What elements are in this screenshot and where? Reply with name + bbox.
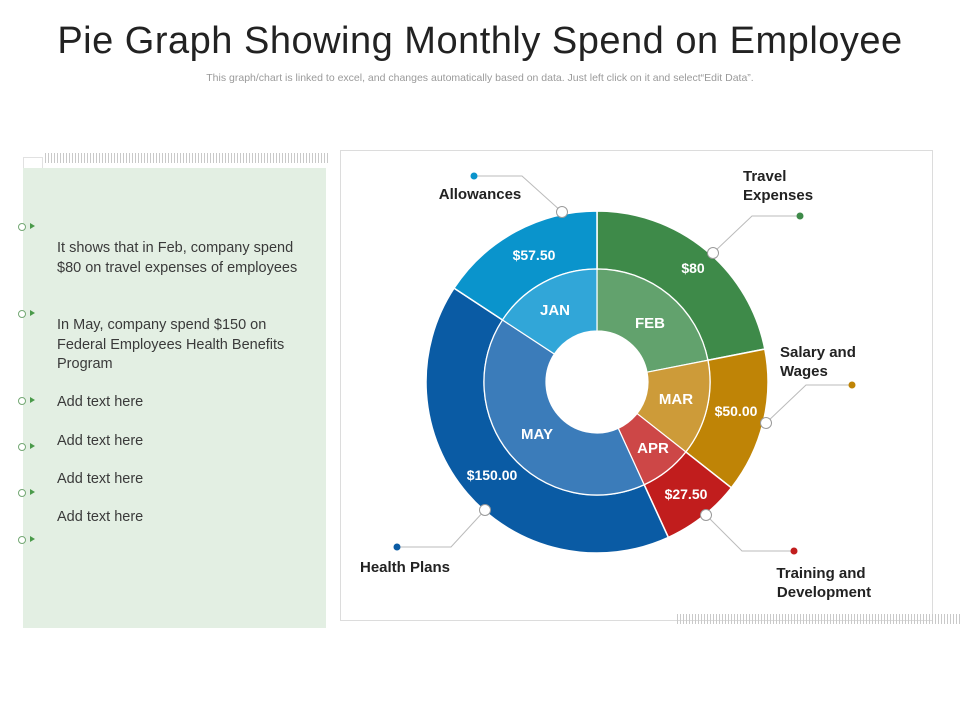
bullet-dot-icon xyxy=(18,443,26,451)
inner-label-feb: FEB xyxy=(635,315,665,332)
bullet-arrow-icon xyxy=(30,489,35,495)
outer-label-training: $27.50 xyxy=(665,486,708,502)
bullet-dot-icon xyxy=(18,536,26,544)
bullet-text-3: Add text here xyxy=(57,394,144,410)
bullet-arrow-icon xyxy=(30,443,35,449)
inner-slice-feb xyxy=(596,268,709,373)
bullet-dot-icon xyxy=(18,310,26,318)
left-panel-corner xyxy=(23,157,43,168)
inner-slice-may xyxy=(483,319,645,496)
outer-label-health: $150.00 xyxy=(467,467,518,483)
callout-label-travel-line2: Expenses xyxy=(743,187,813,204)
bullet-marker-6 xyxy=(18,535,38,547)
outer-label-travel: $80 xyxy=(681,260,705,276)
page-subtitle: This graph/chart is linked to excel, and… xyxy=(206,72,754,84)
callout-line-salary xyxy=(765,384,852,424)
callout-marker-travel xyxy=(796,212,804,220)
bullet-marker-5 xyxy=(18,488,38,500)
callout-anchor-travel xyxy=(707,247,719,259)
callout-line-travel xyxy=(712,215,800,254)
bullet-marker-3 xyxy=(18,396,38,408)
bullet-dot-icon xyxy=(18,223,26,231)
inner-label-may: MAY xyxy=(521,426,553,443)
callout-label-allowances: Allowances xyxy=(439,186,522,203)
callout-line-health xyxy=(397,509,486,548)
inner-label-jan: JAN xyxy=(540,302,570,319)
callout-label-salary-line1: Salary and xyxy=(780,344,856,361)
callout-marker-salary xyxy=(848,381,856,389)
callout-marker-allowances xyxy=(470,172,478,180)
bullet-text-4: Add text here xyxy=(57,433,144,449)
bullet-text-6: Add text here xyxy=(57,509,144,525)
callout-label-training-line1: Training and xyxy=(776,565,865,582)
bullet-text-1: It shows that in Feb, company spend $80 … xyxy=(57,240,298,276)
chart-frame-hatch xyxy=(677,614,960,624)
bullet-arrow-icon xyxy=(30,536,35,542)
callout-line-training xyxy=(705,514,794,552)
callout-anchor-health xyxy=(479,504,491,516)
bullet-text-2: In May, company spend $150 on Federal Em… xyxy=(57,317,285,372)
inner-label-apr: APR xyxy=(637,440,669,457)
callout-label-salary-line2: Wages xyxy=(780,363,828,380)
callout-anchor-allowances xyxy=(556,206,568,218)
callout-label-health: Health Plans xyxy=(360,559,450,576)
left-panel-hatch xyxy=(45,153,328,163)
left-text-panel xyxy=(23,168,326,628)
outer-label-salary: $50.00 xyxy=(715,403,758,419)
page-title: Pie Graph Showing Monthly Spend on Emplo… xyxy=(57,20,903,62)
bullet-marker-1 xyxy=(18,222,38,234)
callout-marker-health xyxy=(393,543,401,551)
chart-frame xyxy=(340,150,933,621)
inner-slice-jan xyxy=(501,268,598,355)
bullet-text-5: Add text here xyxy=(57,471,144,487)
callout-anchor-salary xyxy=(760,417,772,429)
outer-label-allowances: $57.50 xyxy=(513,247,556,263)
callout-label-travel-line1: Travel xyxy=(743,168,786,185)
bullet-dot-icon xyxy=(18,397,26,405)
bullet-marker-4 xyxy=(18,442,38,454)
inner-label-mar: MAR xyxy=(659,391,693,408)
bullet-arrow-icon xyxy=(30,310,35,316)
callout-marker-training xyxy=(790,547,798,555)
callout-line-allowances xyxy=(474,175,563,213)
bullet-arrow-icon xyxy=(30,397,35,403)
callout-anchor-training xyxy=(700,509,712,521)
callout-label-training-line2: Development xyxy=(777,584,871,601)
bullet-marker-2 xyxy=(18,309,38,321)
bullet-dot-icon xyxy=(18,489,26,497)
bullet-arrow-icon xyxy=(30,223,35,229)
